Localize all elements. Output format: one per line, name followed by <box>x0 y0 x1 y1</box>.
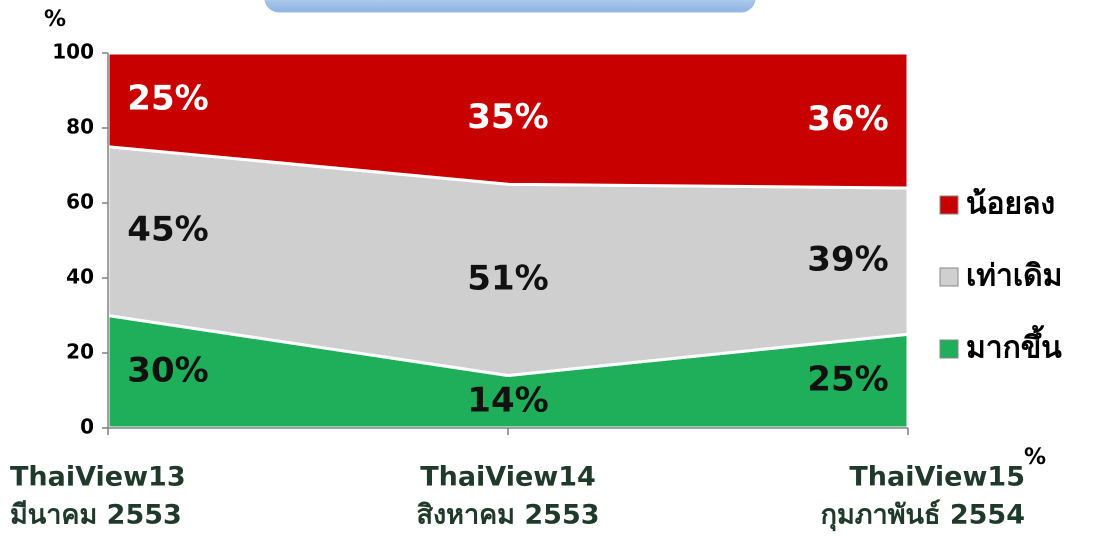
y-tick-label: 80 <box>66 115 94 139</box>
legend-swatch <box>939 195 959 215</box>
value-label: 25% <box>807 360 888 400</box>
value-label: 51% <box>467 258 548 298</box>
x-tick-label: ThaiView13 <box>10 462 186 493</box>
value-label: 35% <box>467 97 548 137</box>
value-label: 45% <box>127 210 208 250</box>
value-label: 36% <box>807 99 888 139</box>
value-label: 25% <box>127 78 208 118</box>
x-axis-label: % <box>1024 445 1046 470</box>
title-box <box>264 0 756 13</box>
legend-label: น้อยลง <box>966 187 1055 222</box>
legend-swatch <box>939 267 959 287</box>
x-tick-label: ThaiView14 <box>420 462 596 493</box>
y-tick-label: 40 <box>66 265 94 289</box>
y-tick-label: 20 <box>66 340 94 364</box>
value-label: 30% <box>127 350 208 390</box>
x-tick-label: สิงหาคม 2553 <box>416 500 599 531</box>
y-tick-label: 0 <box>80 415 94 439</box>
y-tick-label: 100 <box>52 40 94 64</box>
value-label: 14% <box>467 380 548 420</box>
legend-label: มากขึ้น <box>966 325 1062 366</box>
x-tick-label: มีนาคม 2553 <box>10 500 182 531</box>
value-label: 39% <box>807 240 888 280</box>
x-tick-label: ThaiView15 <box>849 462 1025 493</box>
y-axis-label: % <box>44 7 66 32</box>
legend-swatch <box>939 339 959 359</box>
y-tick-label: 60 <box>66 190 94 214</box>
legend-label: เท่าเดิม <box>966 259 1062 294</box>
x-tick-label: กุมภาพันธ์ 2554 <box>821 499 1025 532</box>
